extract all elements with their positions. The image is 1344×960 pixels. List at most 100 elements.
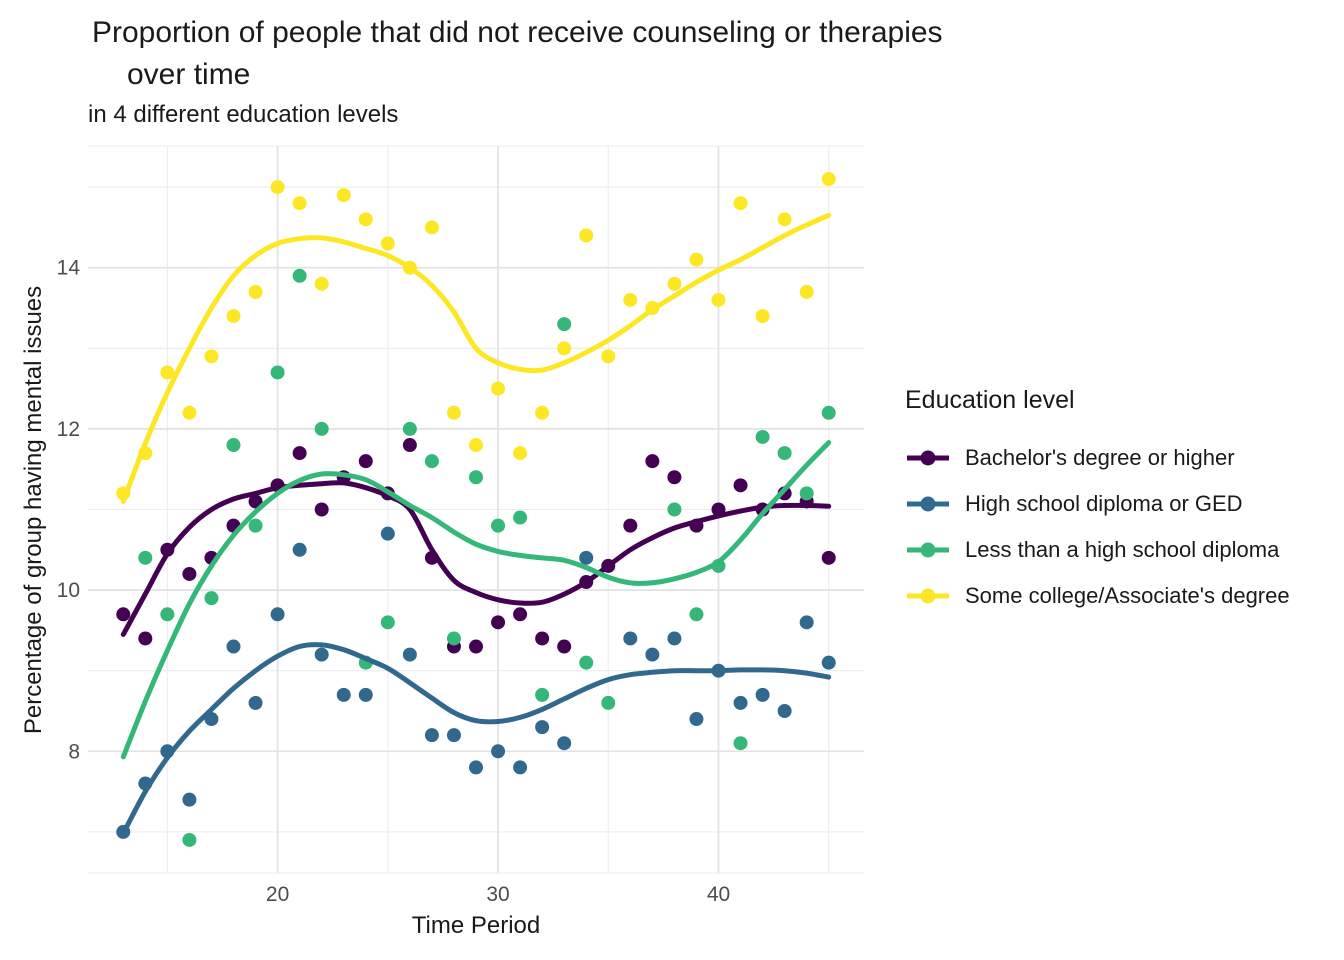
legend-key-line-dot-icon xyxy=(907,496,949,512)
legend-title: Education level xyxy=(905,386,1075,414)
legend-key-line-dot-icon xyxy=(907,450,949,466)
point-bachelors xyxy=(623,518,638,533)
y-axis-title: Percentage of group having mental issues xyxy=(20,285,47,735)
point-less_than_highschool xyxy=(424,454,439,469)
point-highschool xyxy=(380,526,395,541)
chart-subtitle: in 4 different education levels xyxy=(88,101,399,128)
point-bachelors xyxy=(469,639,483,654)
point-highschool xyxy=(799,615,814,630)
point-highschool xyxy=(491,744,506,759)
smooth-line-some_college xyxy=(120,212,832,504)
point-less_than_highschool xyxy=(557,317,572,332)
point-some_college xyxy=(424,220,439,235)
point-highschool xyxy=(777,703,792,718)
point-bachelors xyxy=(535,631,550,646)
chart-title-line2: over time xyxy=(127,58,251,91)
point-highschool xyxy=(182,792,197,807)
point-some_college xyxy=(248,284,263,299)
point-bachelors xyxy=(513,607,528,622)
point-some_college xyxy=(601,349,616,364)
point-less_than_highschool xyxy=(204,591,219,606)
point-some_college xyxy=(491,381,506,396)
point-some_college xyxy=(755,309,770,324)
point-highschool xyxy=(557,736,572,751)
point-highschool xyxy=(402,647,417,662)
point-less_than_highschool xyxy=(270,365,285,380)
point-bachelors xyxy=(358,454,373,469)
point-less_than_highschool xyxy=(733,736,748,751)
point-some_college xyxy=(336,188,351,203)
point-some_college xyxy=(557,341,572,356)
point-highschool xyxy=(424,728,439,743)
point-some_college xyxy=(799,284,814,299)
point-highschool xyxy=(270,607,285,622)
y-tick-label: 14 xyxy=(57,257,81,280)
point-highschool xyxy=(623,631,638,646)
x-tick-label: 30 xyxy=(486,883,509,906)
point-highschool xyxy=(667,631,682,646)
point-less_than_highschool xyxy=(513,510,528,525)
legend-item-less-than-highschool: Less than a high school diploma xyxy=(905,527,1290,573)
point-bachelors xyxy=(182,566,197,581)
point-bachelors xyxy=(248,494,263,509)
point-highschool xyxy=(689,712,704,727)
point-less_than_highschool xyxy=(491,518,506,533)
point-less_than_highschool xyxy=(755,429,770,444)
point-less_than_highschool xyxy=(601,695,616,710)
legend-label: Bachelor's degree or higher xyxy=(965,445,1235,470)
point-some_college xyxy=(733,196,748,211)
point-some_college xyxy=(711,292,726,307)
point-some_college xyxy=(160,365,175,380)
point-some_college xyxy=(270,180,285,195)
point-some_college xyxy=(469,438,483,453)
point-highschool xyxy=(446,728,461,743)
point-less_than_highschool xyxy=(226,438,241,453)
x-tick-label: 40 xyxy=(707,883,730,906)
point-less_than_highschool xyxy=(138,550,153,565)
point-less_than_highschool xyxy=(579,655,594,670)
y-tick-label: 10 xyxy=(57,579,80,602)
point-some_college xyxy=(314,276,329,291)
point-some_college xyxy=(292,196,307,211)
point-some_college xyxy=(358,212,373,227)
point-highschool xyxy=(755,687,770,702)
point-less_than_highschool xyxy=(402,421,417,436)
point-highschool xyxy=(821,655,836,670)
point-some_college xyxy=(513,446,528,461)
point-highschool xyxy=(358,687,373,702)
point-less_than_highschool xyxy=(160,607,175,622)
point-bachelors xyxy=(667,470,682,485)
legend-item-highschool: High school diploma or GED xyxy=(905,481,1290,527)
point-less_than_highschool xyxy=(248,518,263,533)
smooth-line-bachelors xyxy=(120,480,832,637)
point-less_than_highschool xyxy=(314,421,329,436)
point-some_college xyxy=(689,252,704,267)
point-bachelors xyxy=(557,639,572,654)
point-highschool xyxy=(469,760,483,775)
point-less_than_highschool xyxy=(667,502,682,517)
point-bachelors xyxy=(733,478,748,493)
point-some_college xyxy=(204,349,219,364)
legend-key-line-dot-icon xyxy=(907,542,949,558)
point-some_college xyxy=(226,309,241,324)
point-highschool xyxy=(733,695,748,710)
x-tick-label: 20 xyxy=(266,883,289,906)
point-highschool xyxy=(314,647,329,662)
point-bachelors xyxy=(821,550,836,565)
point-highschool xyxy=(535,720,550,735)
point-some_college xyxy=(667,276,682,291)
legend: Education level Bachelor's degree or hig… xyxy=(905,386,1290,619)
point-less_than_highschool xyxy=(182,832,197,847)
point-some_college xyxy=(535,405,550,420)
point-bachelors xyxy=(292,446,307,461)
point-some_college xyxy=(579,228,594,243)
point-highschool xyxy=(248,695,263,710)
point-some_college xyxy=(777,212,792,227)
point-some_college xyxy=(380,236,395,251)
point-less_than_highschool xyxy=(469,470,483,485)
legend-label: Some college/Associate's degree xyxy=(965,583,1290,608)
point-bachelors xyxy=(314,502,329,517)
point-some_college xyxy=(623,292,638,307)
